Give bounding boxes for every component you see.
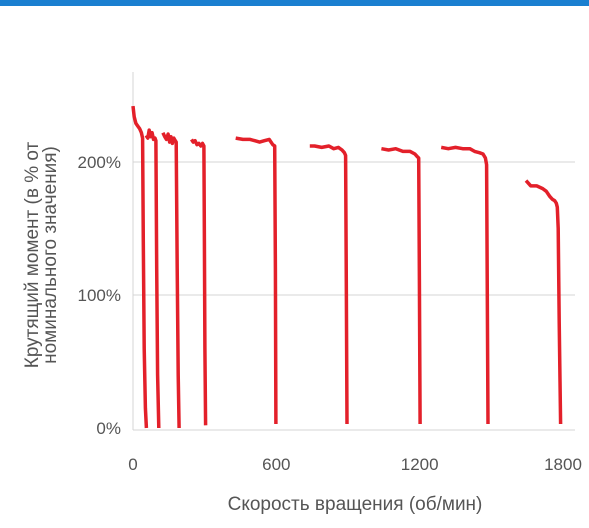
y-axis-title-line-2: номинального значения): [40, 146, 61, 364]
torque-curve-6: [309, 144, 349, 425]
y-axis-title: Крутящий момент (в % от номинального зна…: [22, 141, 61, 368]
y-axis-title-line-1: Крутящий момент (в % от: [22, 141, 43, 368]
y-tick-labels: 0% 100% 200%: [78, 153, 121, 438]
x-axis-title: Скорость вращения (об/мин): [228, 494, 483, 515]
torque-curve-4: [190, 138, 208, 426]
torque-curve-7: [381, 146, 422, 425]
x-tick-label: 1800: [544, 455, 582, 474]
x-tick-label: 600: [262, 455, 290, 474]
y-tick-label: 0%: [96, 419, 121, 438]
torque-curve-2: [144, 128, 161, 429]
torque-curve-1: [131, 105, 149, 429]
torque-curve-8: [440, 145, 490, 425]
x-tick-label: 1200: [401, 455, 439, 474]
x-tick-labels: 0 600 1200 1800: [128, 455, 582, 474]
torque-curves: [131, 105, 563, 429]
torque-curve-9: [524, 179, 563, 425]
top-title-band: [0, 0, 589, 6]
y-tick-label: 200%: [78, 153, 121, 172]
y-gridlines: [133, 161, 575, 296]
x-tick-label: 0: [128, 455, 137, 474]
y-tick-label: 100%: [78, 286, 121, 305]
torque-curve-5: [235, 136, 278, 425]
torque-curve-3: [161, 131, 181, 429]
